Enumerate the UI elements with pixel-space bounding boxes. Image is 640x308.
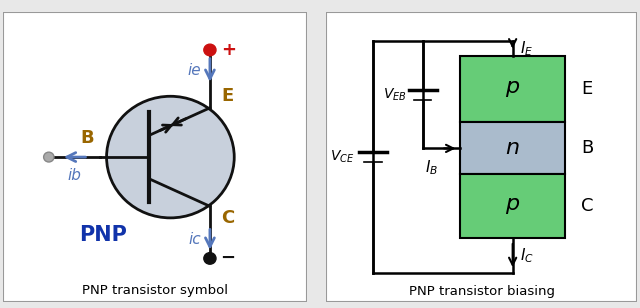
- Text: B: B: [581, 140, 593, 157]
- Bar: [460, 174, 565, 238]
- Text: $I_C$: $I_C$: [520, 246, 534, 265]
- Text: PNP transistor symbol: PNP transistor symbol: [82, 284, 228, 297]
- Text: $V_{CE}$: $V_{CE}$: [330, 149, 354, 165]
- Bar: [460, 122, 565, 174]
- Text: ie: ie: [187, 63, 201, 78]
- Text: $p$: $p$: [505, 196, 520, 216]
- Circle shape: [204, 253, 216, 264]
- Circle shape: [44, 152, 54, 162]
- Text: B: B: [81, 129, 95, 147]
- Bar: [460, 56, 565, 122]
- Text: E: E: [221, 87, 234, 105]
- Circle shape: [106, 96, 234, 218]
- Text: $I_E$: $I_E$: [520, 39, 534, 58]
- Text: ic: ic: [188, 232, 201, 247]
- Text: +: +: [221, 41, 236, 59]
- Text: C: C: [581, 197, 593, 215]
- Text: $p$: $p$: [505, 79, 520, 99]
- Text: PNP: PNP: [79, 225, 127, 245]
- Text: C: C: [221, 209, 235, 227]
- Circle shape: [204, 44, 216, 56]
- Text: PNP transistor biasing: PNP transistor biasing: [408, 285, 555, 298]
- Text: $I_B$: $I_B$: [426, 159, 438, 177]
- Text: ib: ib: [68, 168, 81, 183]
- Text: E: E: [581, 80, 592, 98]
- Text: $V_{EB}$: $V_{EB}$: [383, 87, 406, 103]
- Text: −: −: [221, 249, 236, 267]
- Text: $n$: $n$: [506, 138, 520, 158]
